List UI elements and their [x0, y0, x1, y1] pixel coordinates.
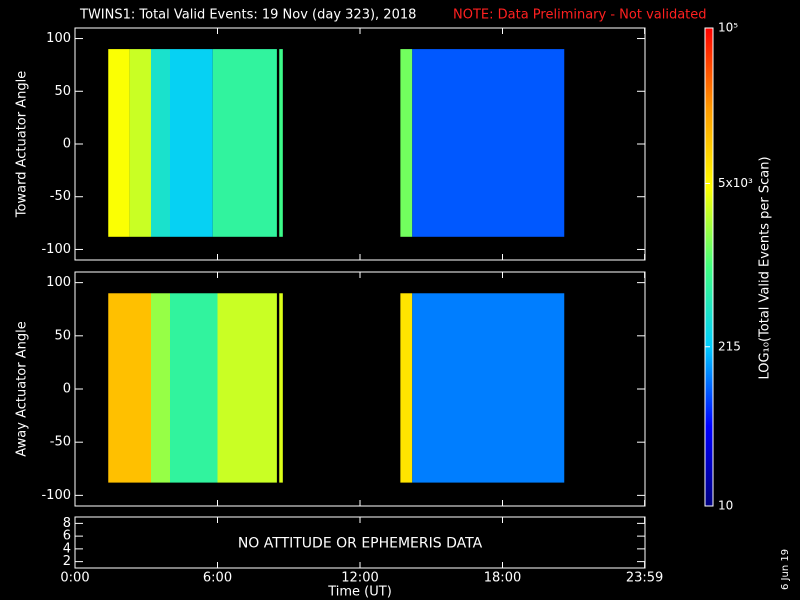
colorbar: [704, 27, 714, 507]
y-tick-label: 100: [46, 275, 71, 290]
note: NOTE: Data Preliminary - Not validated: [453, 8, 707, 23]
y-tick-label: 50: [54, 84, 71, 99]
heatmap-cell: [212, 49, 277, 237]
colorbar-tick-label: 215: [718, 339, 741, 353]
heatmap-cell: [170, 49, 213, 237]
x-tick-label: 18:00: [484, 571, 521, 586]
x-tick-label: 12:00: [341, 571, 378, 586]
y-axis-label: Toward Actuator Angle: [15, 71, 30, 218]
message: NO ATTITUDE OR EPHEMERIS DATA: [238, 536, 483, 552]
y-tick-label: 100: [46, 31, 71, 46]
y-tick-label: 0: [63, 382, 71, 397]
heatmap-cell: [108, 49, 130, 237]
heatmap-cell: [217, 293, 277, 483]
heatmap-cell: [151, 49, 170, 237]
x-axis-label: Time (UT): [327, 585, 392, 600]
y-tick-label: -50: [50, 189, 71, 204]
y-tick-label: 50: [54, 328, 71, 343]
date-stamp: 6 Jun 19: [780, 549, 791, 590]
y-tick-label: -50: [50, 435, 71, 450]
y-tick-label: -100: [41, 488, 71, 503]
heatmap-cell: [151, 293, 170, 483]
heatmap-cell: [170, 293, 218, 483]
y-tick-label: 6: [63, 529, 71, 544]
y-tick-label: 0: [63, 137, 71, 152]
x-tick-label: 23:59: [626, 571, 663, 586]
x-tick-label: 0:00: [60, 571, 89, 586]
colorbar-tick-label: 10: [718, 499, 733, 513]
colorbar-label: LOG₁₀(Total Valid Events per Scan): [758, 156, 773, 379]
y-tick-label: 4: [63, 541, 71, 556]
heatmap-cell: [412, 49, 565, 237]
y-tick-label: 2: [63, 554, 71, 569]
heatmap-cell: [412, 293, 565, 483]
chart-title: TWINS1: Total Valid Events: 19 Nov (day …: [79, 8, 416, 23]
heatmap-cell: [400, 293, 413, 483]
x-tick-label: 6:00: [203, 571, 232, 586]
colorbar-tick-label: 10⁵: [718, 21, 738, 35]
heatmap-cell: [279, 293, 283, 483]
y-tick-label: 8: [63, 516, 71, 531]
y-tick-label: -100: [41, 242, 71, 257]
colorbar-tick-label: 5x10³: [718, 176, 753, 190]
y-axis-label: Away Actuator Angle: [15, 321, 30, 456]
heatmap-cell: [400, 49, 413, 237]
heatmap-cell: [279, 49, 283, 237]
heatmap-cell: [108, 293, 151, 483]
heatmap-cell: [129, 49, 151, 237]
